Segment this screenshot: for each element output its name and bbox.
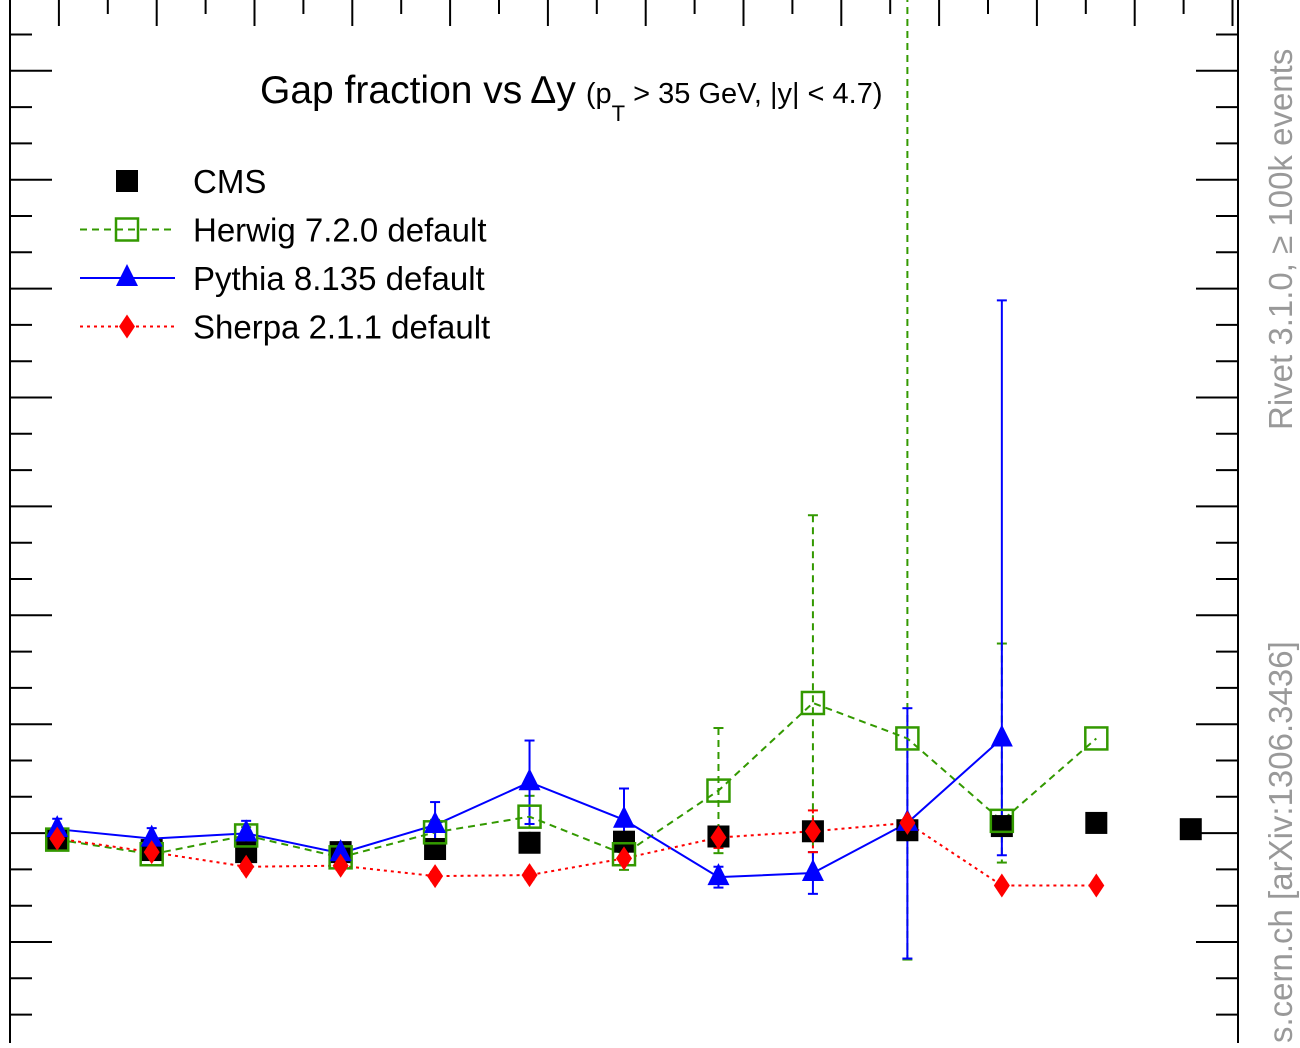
data-point: [521, 863, 538, 888]
series-line: [57, 821, 1097, 887]
data-point: [518, 831, 541, 854]
title-sub-post: > 35 GeV, |y| < 4.7): [625, 78, 882, 110]
title-sub-t: T: [612, 101, 625, 126]
data-point: [613, 830, 635, 853]
data-point: [427, 864, 444, 889]
data-point: [518, 768, 541, 791]
data-point: [895, 726, 920, 751]
data-point: [517, 804, 542, 829]
data-point: [990, 724, 1013, 747]
data-point: [49, 826, 66, 851]
data-point: [332, 853, 349, 878]
legend-label: Pythia 8.135 default: [193, 260, 485, 297]
watermark-top: Rivet 3.1.0, ≥ 100k events: [1262, 49, 1299, 430]
data-point: [238, 854, 255, 879]
data-point: [616, 846, 632, 871]
data-point: [235, 819, 258, 842]
data-point: [424, 811, 447, 834]
data-point: [899, 810, 916, 835]
axis-ticks: [9, 0, 1238, 1016]
title-sub-pre: (p: [586, 78, 612, 110]
legend: CMS Herwig 7.2.0 default Pythia 8.135 defa…: [80, 163, 490, 346]
data-point: [46, 815, 69, 838]
data-point: [143, 840, 160, 865]
data-point: [140, 824, 163, 847]
watermark-bottom: s.cern.ch [arXiv:1306.3436]: [1262, 641, 1299, 1043]
title-delta: Δy: [530, 69, 576, 112]
data-point: [800, 690, 826, 716]
data-point: [706, 778, 731, 803]
data-point: [801, 858, 824, 881]
data-point: [710, 825, 727, 850]
data-point: [116, 264, 138, 286]
data-point: [1179, 818, 1202, 841]
data-point: [989, 808, 1015, 834]
series-line: [57, 701, 1097, 859]
data-point: [804, 819, 821, 844]
chart-title: Gap fraction vs Δy (pT > 35 GeV, |y| < 4.7…: [260, 69, 883, 126]
data-point: [119, 314, 135, 339]
legend-label: Sherpa 2.1.1 default: [193, 309, 490, 346]
data-point: [613, 805, 635, 828]
data-markers: [44, 690, 1202, 898]
data-point: [116, 170, 138, 192]
data-point: [1088, 873, 1105, 898]
legend-label: CMS: [193, 163, 266, 200]
series-lines: [57, 701, 1097, 887]
plot-frame: [9, 0, 1239, 1048]
data-point: [1085, 811, 1108, 834]
data-point: [114, 217, 140, 242]
legend-label: Herwig 7.2.0 default: [193, 212, 487, 249]
title-main: Gap fraction vs: [260, 69, 522, 112]
data-point: [707, 863, 730, 886]
data-point: [993, 873, 1010, 898]
data-point: [1084, 726, 1109, 751]
data-point: [329, 839, 352, 862]
